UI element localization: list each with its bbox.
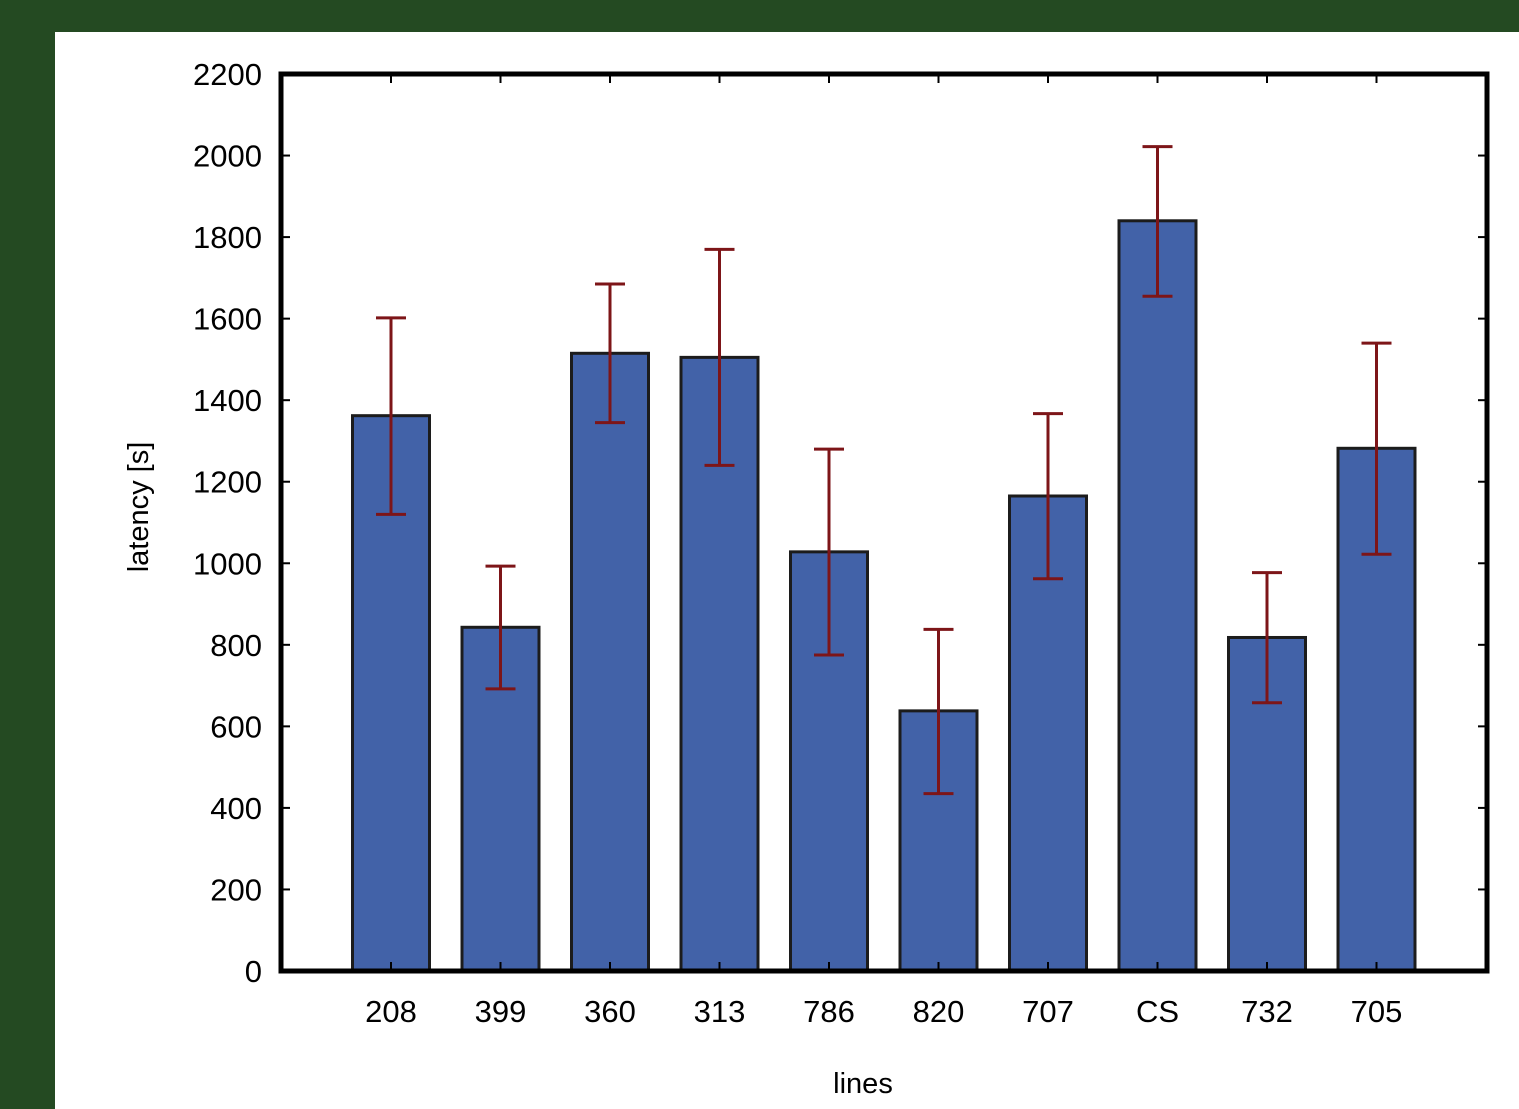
error-bar-732 [1252,571,1282,705]
axes-layer [278,71,1490,974]
error-bars-layer [376,145,1392,796]
x-tick-label-786: 786 [803,994,855,1029]
error-bar-208 [376,316,406,516]
y-tick-label: 800 [210,628,262,663]
error-bar-313 [704,247,735,467]
x-tick-label-820: 820 [913,994,965,1029]
y-tick-label: 1000 [193,546,262,581]
y-tick-label: 0 [245,954,262,989]
y-axis-title: latency [s] [123,442,155,573]
bars-layer [351,219,1417,973]
error-bar-786 [814,447,844,657]
error-bar-360 [595,282,625,425]
y-tick-label: 200 [210,872,262,907]
y-tick-label: 2200 [193,57,262,92]
y-tick-label: 2000 [193,139,262,174]
error-bar-705 [1361,341,1392,556]
y-tick-label: 600 [210,709,262,744]
labels-layer: 0 200 400 600 800 1000 1200 1400 1600 1800 2000 220… [193,57,1402,1029]
y-tick-label: 1400 [193,383,262,418]
bar-CS [1117,219,1198,973]
bar-360 [570,351,650,973]
x-tick-label-707: 707 [1022,994,1074,1029]
x-tick-label-705: 705 [1351,994,1403,1029]
error-bar-820 [923,627,954,796]
x-tick-label-CS: CS [1136,994,1179,1029]
y-tick-label: 1200 [193,465,262,500]
y-tick-label: 1600 [193,302,262,337]
x-tick-label-399: 399 [475,994,527,1029]
x-axis-title: lines [833,1068,893,1100]
error-bar-CS [1142,145,1173,298]
plot-frame [278,71,1490,974]
x-tick-label-732: 732 [1241,994,1293,1029]
y-tick-label: 400 [210,791,262,826]
x-tick-label-313: 313 [694,994,746,1029]
x-tick-label-360: 360 [584,994,636,1029]
error-bar-707 [1033,412,1063,581]
y-tick-label: 1800 [193,220,262,255]
x-tick-label-208: 208 [365,994,417,1029]
error-bar-399 [485,564,516,691]
